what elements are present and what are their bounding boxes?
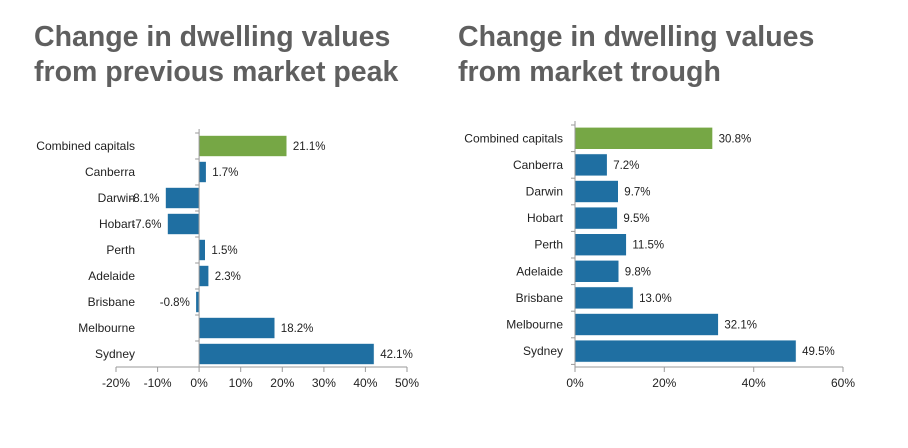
right-category-label-1: Canberra	[513, 158, 563, 172]
left-category-label-8: Sydney	[95, 347, 135, 361]
left-value-label-4: 1.5%	[211, 245, 237, 257]
right-value-label-4: 11.5%	[632, 240, 664, 252]
right-value-label-2: 9.7%	[624, 187, 650, 199]
left-value-label-5: 2.3%	[215, 271, 241, 283]
left-chart-title: Change in dwelling values from previous …	[34, 20, 398, 90]
right-bar-5	[574, 259, 620, 283]
right-bar-2	[574, 180, 619, 203]
right-chart-title-line-1: Change in dwelling values	[458, 21, 815, 53]
right-chart-title-line-2: from market trough	[458, 56, 721, 88]
right-x-tick-label-1: 20%	[652, 376, 676, 390]
right-category-label-0: Combined capitals	[464, 131, 563, 145]
right-value-label-5: 9.8%	[625, 266, 651, 278]
right-x-tick-label-2: 40%	[742, 376, 766, 390]
left-chart-title-line-2: from previous market peak	[34, 56, 399, 88]
left-category-label-1: Canberra	[85, 165, 135, 179]
right-x-tick-label-0: 0%	[566, 376, 584, 390]
left-category-label-6: Brisbane	[88, 295, 136, 309]
right-value-label-8: 49.5%	[802, 346, 835, 358]
right-category-label-3: Hobart	[527, 211, 564, 225]
left-value-label-8: 42.1%	[380, 349, 413, 361]
right-category-label-5: Adelaide	[516, 264, 563, 278]
left-value-label-7: 18.2%	[281, 323, 314, 335]
left-category-label-5: Adelaide	[88, 269, 135, 283]
left-x-tick-label-3: 10%	[229, 376, 253, 390]
left-category-label-3: Hobart	[99, 217, 136, 231]
left-x-tick-label-7: 50%	[395, 376, 419, 390]
right-value-label-7: 32.1%	[724, 320, 757, 332]
left-category-label-2: Darwin	[98, 191, 135, 205]
right-category-label-6: Brisbane	[516, 291, 564, 305]
right-value-label-0: 30.8%	[719, 133, 752, 145]
right-bar-0	[574, 127, 713, 150]
right-chart-title: Change in dwelling values from market tr…	[458, 20, 814, 90]
right-x-tick-label-3: 60%	[831, 376, 855, 390]
left-category-label-0: Combined capitals	[36, 139, 135, 153]
right-category-label-4: Perth	[534, 238, 563, 252]
right-bar-3	[574, 206, 618, 230]
right-bar-8	[574, 339, 797, 363]
left-category-label-7: Melbourne	[78, 321, 135, 335]
right-bar-1	[574, 153, 608, 177]
left-x-tick-label-1: -10%	[144, 376, 172, 390]
left-value-label-2: -8.1%	[129, 193, 159, 205]
right-category-label-7: Melbourne	[506, 318, 563, 332]
left-value-label-0: 21.1%	[293, 141, 326, 153]
left-x-tick-label-5: 30%	[312, 376, 336, 390]
left-x-tick-label-0: -20%	[102, 376, 130, 390]
left-x-tick-label-2: 0%	[190, 376, 208, 390]
right-category-label-8: Sydney	[523, 344, 563, 358]
left-x-tick-label-4: 20%	[270, 376, 294, 390]
left-value-label-1: 1.7%	[212, 167, 238, 179]
right-bar-7	[574, 313, 719, 336]
left-x-tick-label-6: 40%	[353, 376, 377, 390]
right-value-label-6: 13.0%	[639, 293, 672, 305]
right-bar-6	[574, 286, 634, 310]
right-bar-4	[574, 233, 627, 256]
left-chart-title-line-1: Change in dwelling values	[34, 21, 391, 53]
right-category-label-2: Darwin	[526, 185, 563, 199]
right-value-label-3: 9.5%	[623, 213, 649, 225]
right-value-label-1: 7.2%	[613, 160, 639, 172]
left-category-label-4: Perth	[106, 243, 135, 257]
left-value-label-3: -7.6%	[131, 219, 161, 231]
left-value-label-6: -0.8%	[160, 297, 190, 309]
